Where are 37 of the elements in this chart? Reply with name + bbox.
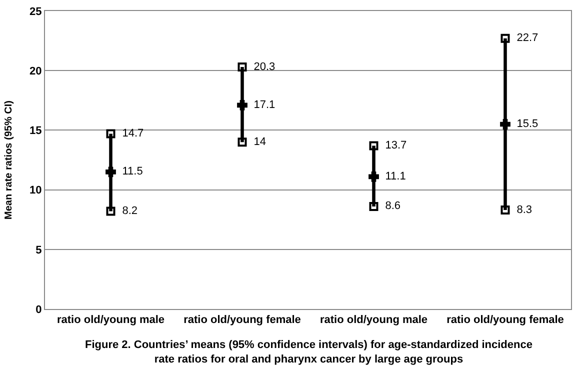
y-tick-label: 15 xyxy=(30,125,42,138)
x-tick-label: ratio old/young male xyxy=(56,314,165,326)
point xyxy=(238,62,247,72)
point xyxy=(369,202,378,211)
y-tick-label: 20 xyxy=(30,65,42,78)
data-label: 17.1 xyxy=(248,98,276,111)
data-label: 22.7 xyxy=(510,32,538,44)
point xyxy=(106,129,116,138)
data-label: 14 xyxy=(248,136,266,148)
y-tick-label: 10 xyxy=(30,184,42,197)
data-label: 8.2 xyxy=(116,205,138,218)
point xyxy=(368,171,379,182)
bar xyxy=(504,38,507,210)
data-label: 11.5 xyxy=(116,166,143,178)
point xyxy=(500,119,510,130)
point xyxy=(237,100,248,110)
point xyxy=(369,141,378,150)
data-label: 15.5 xyxy=(510,118,538,130)
y-tick-label: 5 xyxy=(36,244,42,256)
data-label: 11.1 xyxy=(379,170,406,182)
data-label: 13.7 xyxy=(379,139,407,152)
point xyxy=(238,138,247,147)
y-axis-title: Mean rate ratios (95% CI) xyxy=(4,100,15,220)
text: Figure 2. Countries’ means (95% confidence intervals) for age-standardized incidence rate ratios for oral and pharynx cancer by large age groups xyxy=(85,339,532,366)
data-label: 8.3 xyxy=(510,204,532,216)
y-tick-label: 0 xyxy=(36,304,42,316)
point xyxy=(500,34,510,43)
point xyxy=(500,206,510,215)
data-label: 20.3 xyxy=(248,60,276,73)
x-tick-label: ratio old/young female xyxy=(184,314,301,326)
x-tick-label: ratio old/young male xyxy=(320,314,428,326)
point xyxy=(106,166,116,178)
data-label: 14.7 xyxy=(116,128,144,140)
x-tick-label: ratio old/young female xyxy=(446,314,564,326)
y-tick-label: 25 xyxy=(30,6,42,18)
point xyxy=(106,206,116,216)
data-label: 8.6 xyxy=(379,200,401,212)
